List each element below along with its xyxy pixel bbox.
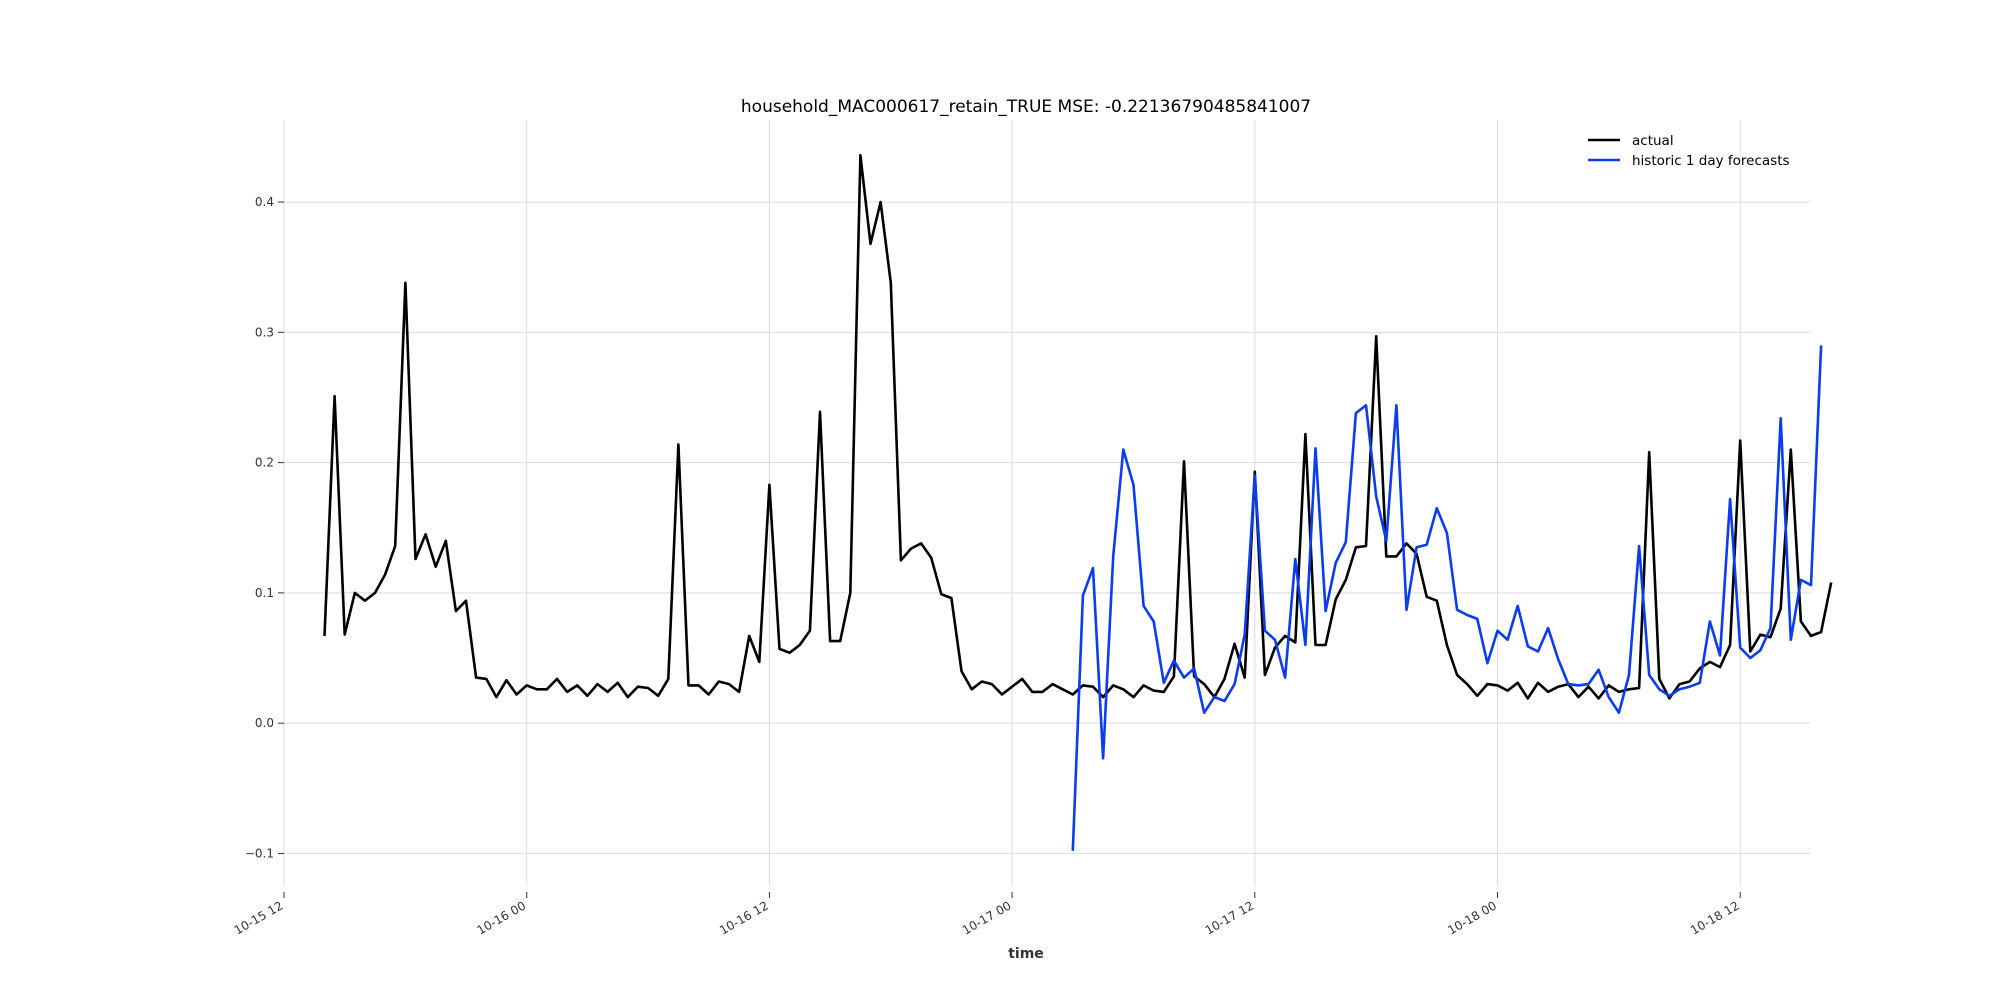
chart-title: household_MAC000617_retain_TRUE MSE: -0.… bbox=[741, 97, 1311, 117]
x-tick-label-5: 10-18 00 bbox=[1445, 898, 1499, 937]
series-layer bbox=[323, 153, 1833, 851]
x-tick-label-1: 10-16 00 bbox=[474, 898, 528, 937]
legend: actual historic 1 day forecasts bbox=[1588, 133, 1790, 169]
x-axis: 10-15 12 10-16 00 10-16 12 10-17 00 10-17 12… bbox=[232, 892, 1742, 938]
y-tick-label-3: 0.2 bbox=[255, 456, 274, 470]
y-tick-label-4: 0.3 bbox=[255, 325, 274, 339]
grid bbox=[283, 120, 1811, 886]
x-tick-label-0: 10-15 12 bbox=[232, 898, 286, 937]
legend-label-forecast: historic 1 day forecasts bbox=[1632, 153, 1790, 169]
y-tick-label-0: −0.1 bbox=[245, 846, 274, 860]
x-tick-label-4: 10-17 12 bbox=[1203, 898, 1257, 937]
x-tick-label-6: 10-18 12 bbox=[1688, 898, 1742, 937]
legend-label-actual: actual bbox=[1632, 133, 1674, 149]
y-tick-label-1: 0.0 bbox=[255, 716, 274, 730]
x-tick-label-3: 10-17 00 bbox=[960, 898, 1014, 937]
x-axis-label: time bbox=[1008, 946, 1044, 962]
y-tick-label-2: 0.1 bbox=[255, 586, 274, 600]
y-tick-label-5: 0.4 bbox=[255, 195, 274, 209]
y-axis: −0.1 0.0 0.1 0.2 0.3 0.4 bbox=[245, 195, 284, 860]
series-line-1 bbox=[1071, 345, 1823, 851]
x-tick-label-2: 10-16 12 bbox=[717, 898, 771, 937]
series-line-0 bbox=[323, 153, 1833, 700]
